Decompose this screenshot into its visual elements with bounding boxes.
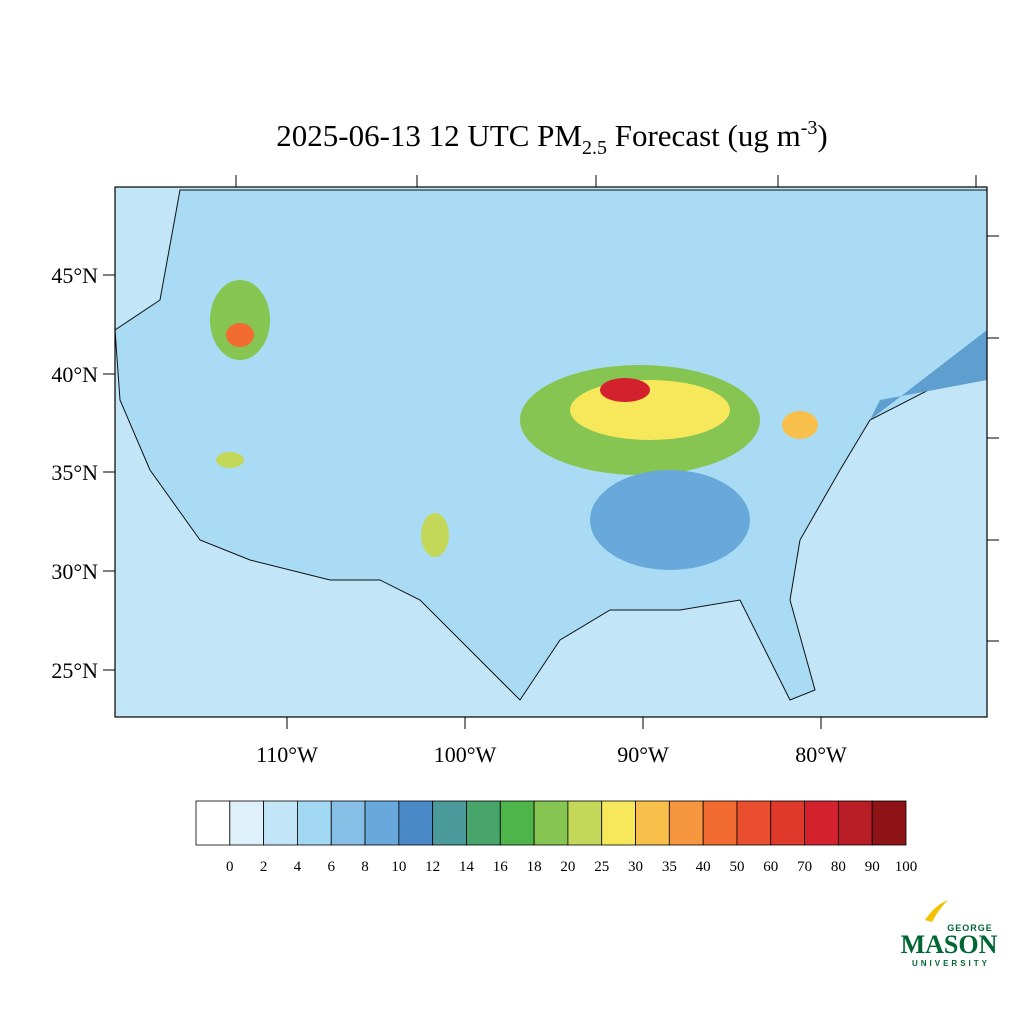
hotspot <box>226 323 254 347</box>
logo: GEORGE MASON UNIVERSITY <box>901 900 998 968</box>
colorbar-swatch <box>195 800 231 846</box>
colorbar-label: 10 <box>391 859 406 875</box>
colorbar-swatch <box>398 800 434 846</box>
logo-top: GEORGE <box>947 923 993 933</box>
colorbar-swatch <box>432 800 467 846</box>
lon-label: 100°W <box>434 742 497 767</box>
colorbar-swatch <box>837 800 873 846</box>
colorbar-swatch <box>567 800 603 846</box>
colorbar-label: 8 <box>361 859 369 875</box>
hotspot <box>590 470 750 570</box>
colorbar-swatch <box>770 800 805 846</box>
colorbar-label: 25 <box>594 859 609 875</box>
colorbar-swatch <box>229 800 265 846</box>
title-rest: Forecast (ug m <box>607 118 801 153</box>
colorbar-label: 50 <box>729 859 744 875</box>
hotspot <box>216 452 244 468</box>
colorbar-label: 0 <box>226 859 234 875</box>
colorbar-swatch <box>702 800 738 846</box>
lat-label: 25°N <box>51 658 98 683</box>
colorbar-label: 2 <box>260 859 268 875</box>
colorbar: 0 2 4 6 8 10 12 14 16 18 20 25 30 35 40 50 60 70 80 90 100 <box>195 800 918 875</box>
hotspot <box>600 378 650 402</box>
hotspot <box>421 513 449 557</box>
lat-label: 35°N <box>51 460 98 485</box>
lat-label: 30°N <box>51 559 98 584</box>
map <box>103 175 999 729</box>
hotspot <box>782 411 818 439</box>
lat-label: 45°N <box>51 263 98 288</box>
colorbar-label: 18 <box>527 859 542 875</box>
colorbar-swatch <box>330 800 366 846</box>
colorbar-label: 35 <box>662 859 677 875</box>
hotspot <box>570 380 730 440</box>
colorbar-swatch <box>668 800 704 846</box>
lon-label: 110°W <box>256 742 318 767</box>
colorbar-label: 20 <box>560 859 575 875</box>
colorbar-swatch <box>466 800 501 846</box>
colorbar-swatch <box>364 800 400 846</box>
colorbar-swatch <box>263 800 298 846</box>
colorbar-label: 70 <box>797 859 812 875</box>
colorbar-swatch <box>601 800 636 846</box>
colorbar-swatch <box>297 800 332 846</box>
colorbar-label: 12 <box>425 859 440 875</box>
colorbar-label: 90 <box>865 859 880 875</box>
map-frame <box>114 186 988 718</box>
lon-label: 90°W <box>617 742 669 767</box>
title-main: 2025-06-13 12 UTC PM <box>276 118 582 153</box>
lat-label: 40°N <box>51 362 98 387</box>
title-sup: -3 <box>801 117 818 139</box>
colorbar-label: 60 <box>763 859 778 875</box>
colorbar-swatch <box>871 800 907 846</box>
colorbar-label: 16 <box>493 859 509 875</box>
colorbar-swatch <box>635 800 670 846</box>
colorbar-label: 4 <box>294 859 302 875</box>
plume <box>870 330 987 420</box>
title-sub: 2.5 <box>582 137 607 159</box>
colorbar-label: 6 <box>327 859 335 875</box>
colorbar-label: 80 <box>831 859 846 875</box>
colorbar-swatch <box>533 800 569 846</box>
colorbar-label: 30 <box>628 859 643 875</box>
colorbar-label: 100 <box>895 859 918 875</box>
ticks <box>103 175 999 729</box>
logo-main: MASON <box>901 930 998 959</box>
axis-labels: 45°N 40°N 35°N 30°N 25°N 110°W 100°W 90°W 80°W <box>51 263 847 767</box>
colorbar-label: 14 <box>459 859 475 875</box>
title-end: ) <box>817 118 827 153</box>
colorbar-label: 40 <box>696 859 711 875</box>
colorbar-swatch <box>804 800 839 846</box>
logo-bottom: UNIVERSITY <box>912 959 990 968</box>
hotspot <box>210 280 270 360</box>
colorbar-swatch <box>499 800 535 846</box>
logo-swoosh <box>925 900 948 922</box>
lon-label: 80°W <box>795 742 847 767</box>
colorbar-swatch <box>736 800 772 846</box>
title: 2025-06-13 12 UTC PM2.5 Forecast (ug m-3… <box>276 117 827 159</box>
